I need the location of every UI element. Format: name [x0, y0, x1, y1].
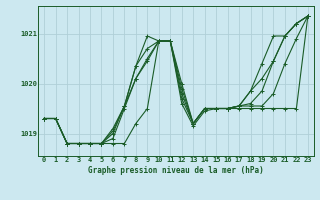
X-axis label: Graphe pression niveau de la mer (hPa): Graphe pression niveau de la mer (hPa) [88, 166, 264, 175]
